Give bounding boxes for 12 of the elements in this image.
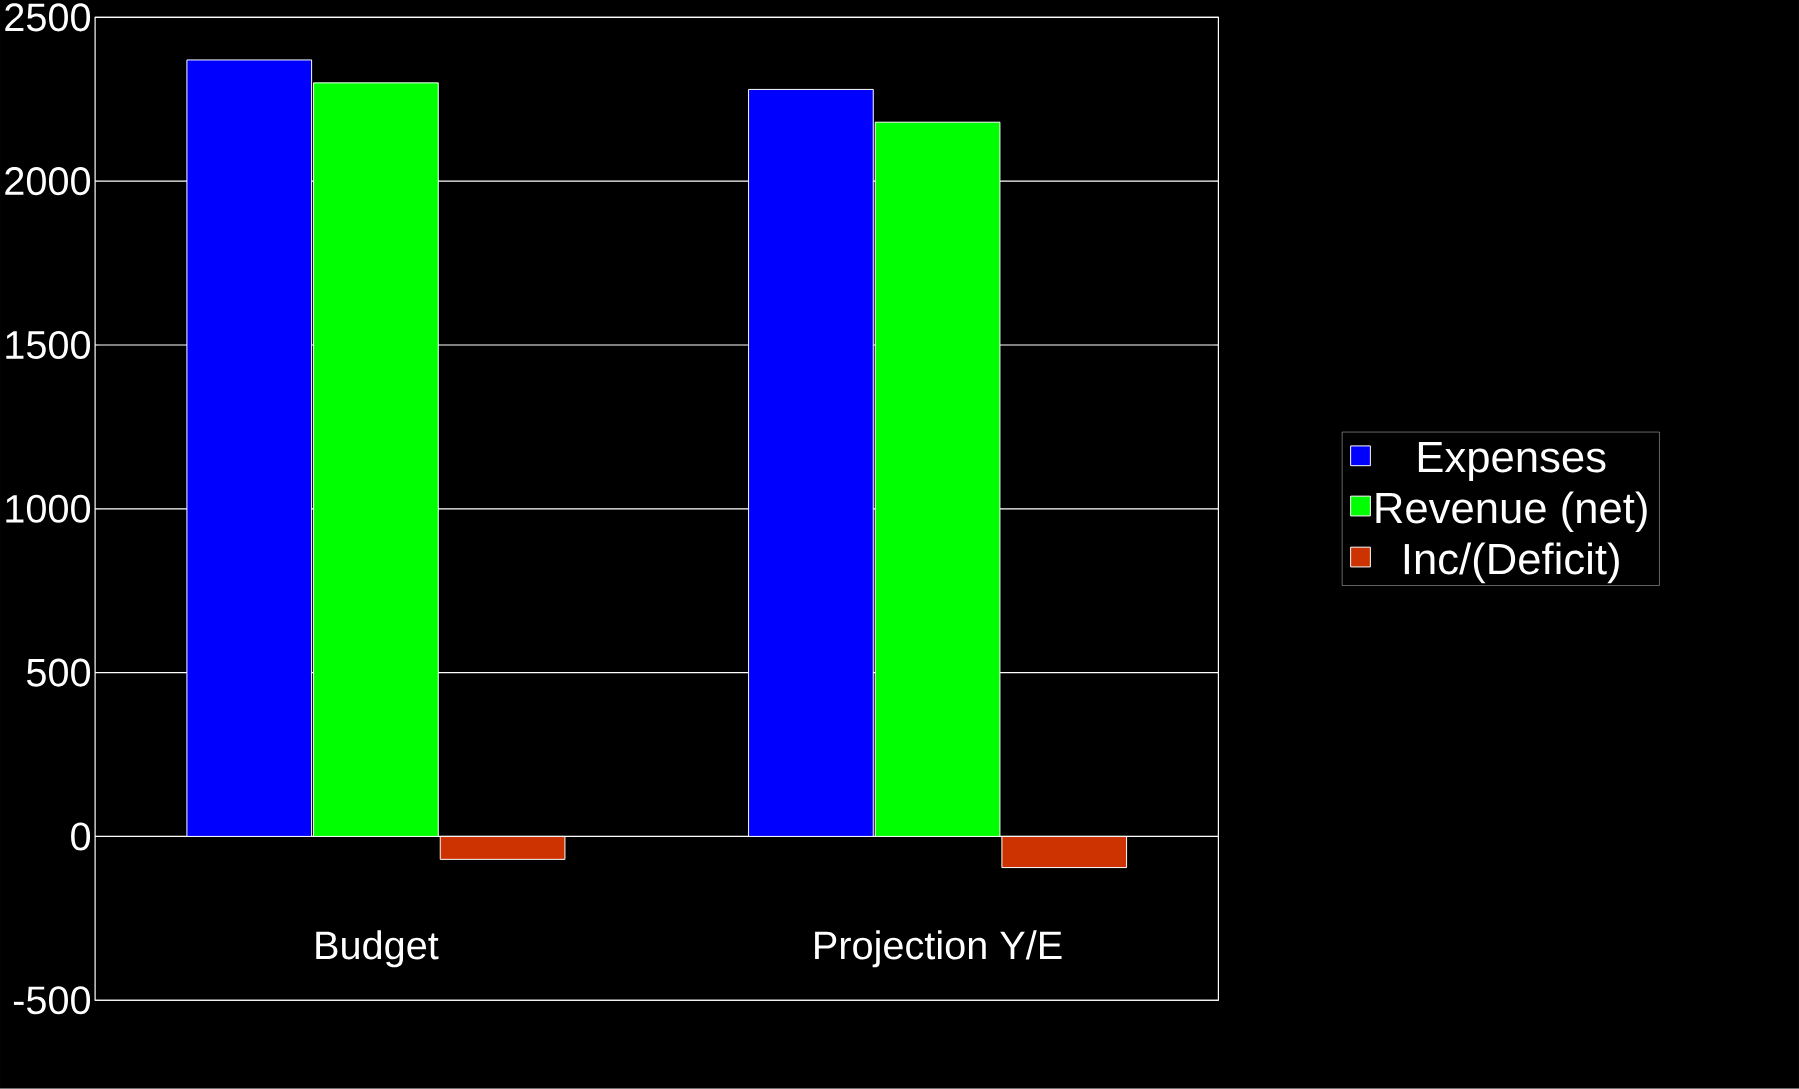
y-tick-label: 2000 <box>5 167 91 196</box>
y-tick-label: -500 <box>13 986 91 1015</box>
legend-label: Revenue (net) <box>1376 491 1647 533</box>
y-tick-label: 1500 <box>6 331 91 360</box>
x-tick-label: Projection Y/E <box>815 930 1062 968</box>
y-tick-label: 2500 <box>5 3 91 32</box>
y-tick-label: 1000 <box>6 494 91 523</box>
legend-label: Expenses <box>1418 442 1606 482</box>
y-tick-label: 500 <box>26 658 91 687</box>
y-tick-label: 0 <box>71 822 91 851</box>
x-tick-label: Budget <box>316 930 439 968</box>
legend-label: Inc/(Deficit) <box>1404 542 1619 584</box>
